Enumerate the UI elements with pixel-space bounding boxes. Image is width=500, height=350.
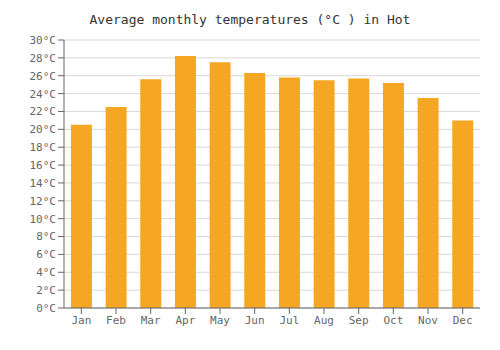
svg-text:Jan: Jan: [71, 314, 91, 327]
svg-text:Apr: Apr: [175, 314, 195, 327]
svg-text:20°C: 20°C: [30, 123, 57, 136]
svg-text:Feb: Feb: [106, 314, 126, 327]
svg-text:16°C: 16°C: [30, 159, 57, 172]
svg-text:12°C: 12°C: [30, 195, 57, 208]
svg-text:22°C: 22°C: [30, 105, 57, 118]
svg-text:Jul: Jul: [279, 314, 299, 327]
svg-text:8°C: 8°C: [36, 230, 56, 243]
svg-text:2°C: 2°C: [36, 284, 56, 297]
svg-text:May: May: [210, 314, 230, 327]
html-text:Average monthly temperatures (: Average monthly temperatures (°C ) in Ho…: [89, 12, 411, 27]
svg-text:4°C: 4°C: [36, 266, 56, 279]
svg-text:30°C: 30°C: [30, 34, 57, 47]
svg-text:Aug: Aug: [314, 314, 334, 327]
svg-text:6°C: 6°C: [36, 248, 56, 261]
svg-text:18°C: 18°C: [30, 141, 57, 154]
svg-text:0°C: 0°C: [36, 302, 56, 315]
svg-text:Jun: Jun: [245, 314, 265, 327]
svg-text:Nov: Nov: [418, 314, 438, 327]
svg-text:Sep: Sep: [349, 314, 369, 327]
svg-text:Dec: Dec: [453, 314, 473, 327]
svg-text:14°C: 14°C: [30, 177, 57, 190]
svg-text:Oct: Oct: [383, 314, 403, 327]
svg-text:10°C: 10°C: [30, 213, 57, 226]
svg-text:Mar: Mar: [141, 314, 161, 327]
svg-text:28°C: 28°C: [30, 52, 57, 65]
svg-text:26°C: 26°C: [30, 70, 57, 83]
svg-text:24°C: 24°C: [30, 88, 57, 101]
